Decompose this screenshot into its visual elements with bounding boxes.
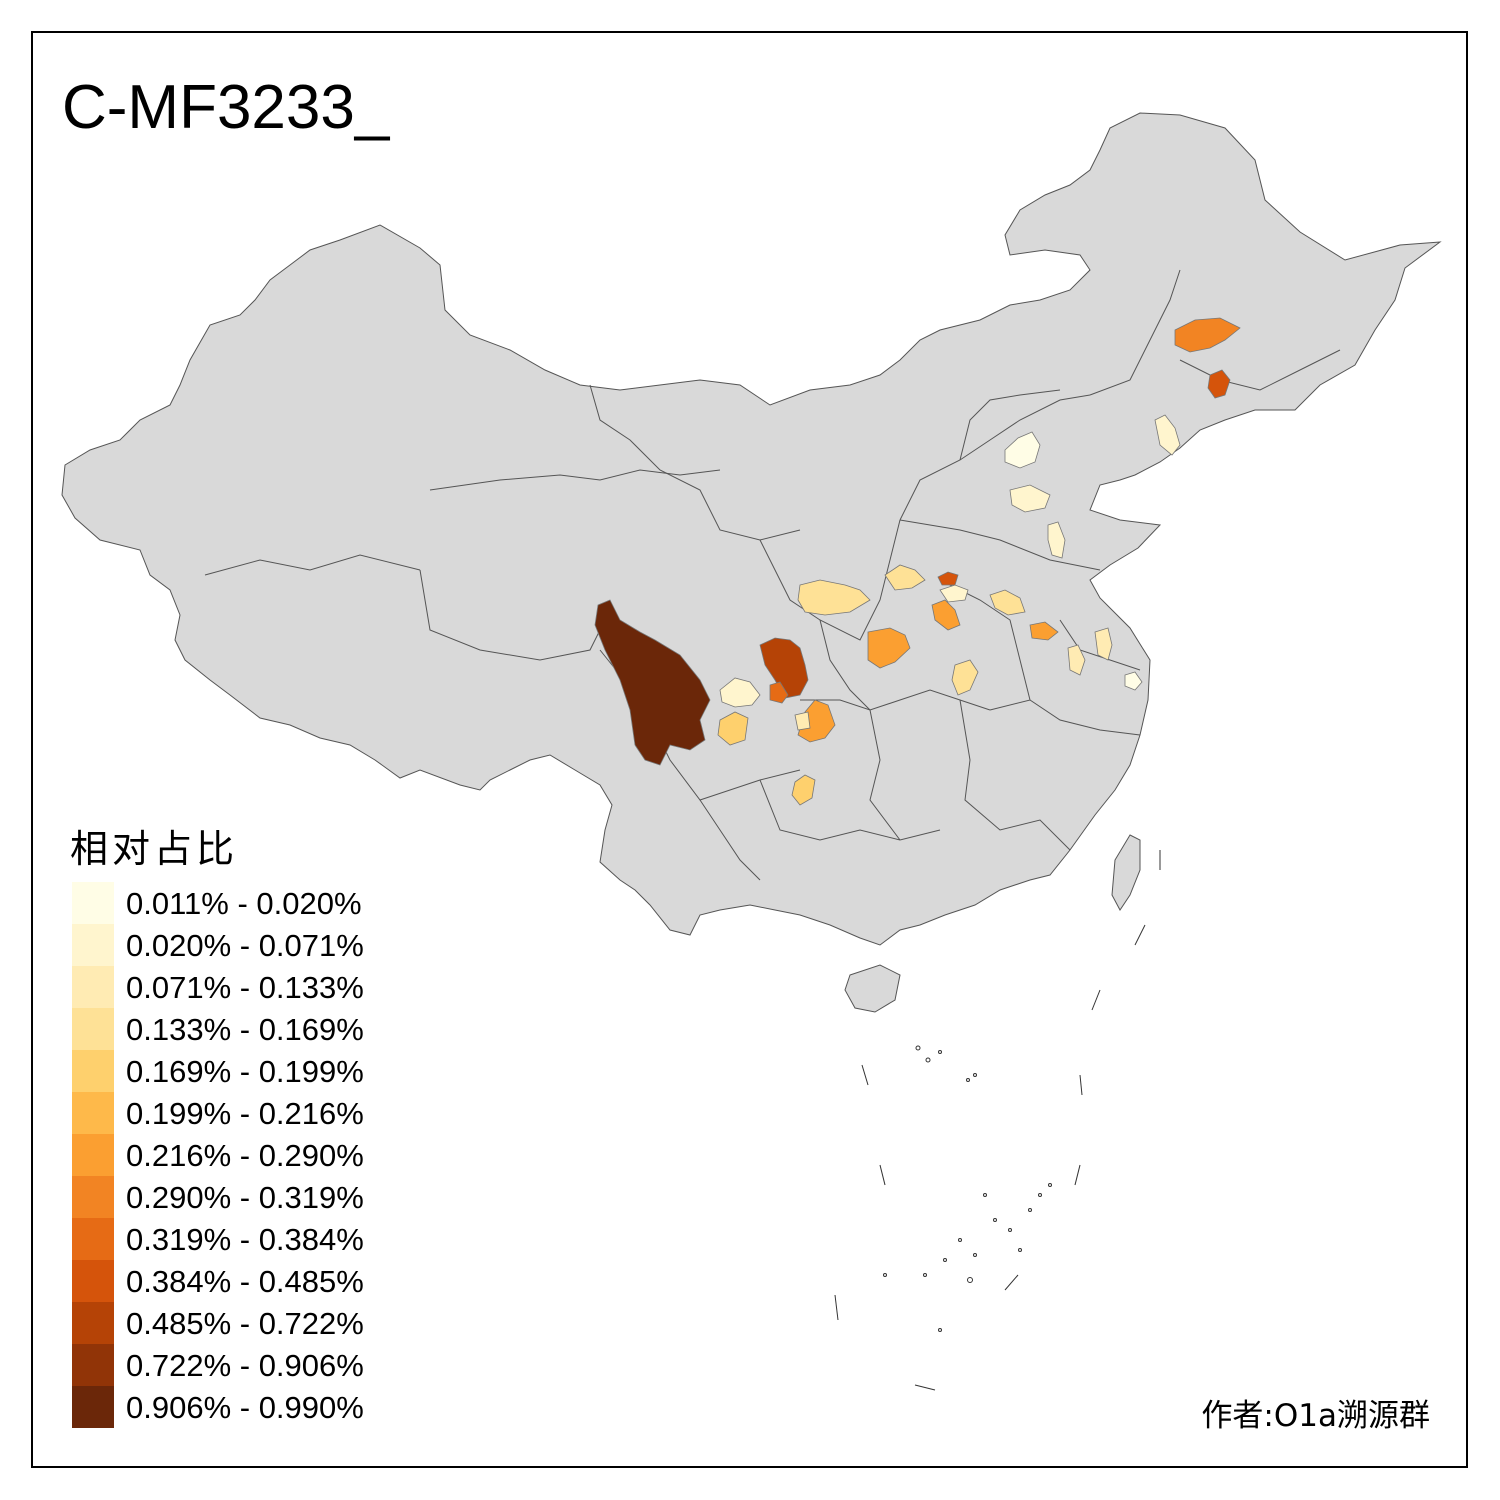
- legend-swatch: [72, 1008, 114, 1050]
- legend-label: 0.133% - 0.169%: [126, 1012, 364, 1047]
- region-shijiazhuang: [1009, 484, 1051, 513]
- region-chongqing-small: [794, 711, 811, 731]
- legend-swatch: [72, 1260, 114, 1302]
- legend-label: 0.216% - 0.290%: [126, 1138, 364, 1173]
- region-shenyang: [1154, 414, 1181, 456]
- legend-swatch: [72, 1218, 114, 1260]
- legend-swatch: [72, 882, 114, 924]
- region-chengdu: [719, 677, 761, 708]
- region-luoyang-dark: [937, 571, 959, 586]
- legend-label: 0.011% - 0.020%: [126, 886, 362, 921]
- region-hefei: [1067, 644, 1086, 676]
- legend-swatch: [72, 1134, 114, 1176]
- legend-label: 0.020% - 0.071%: [126, 928, 364, 963]
- region-nanchong: [769, 681, 789, 704]
- legend-label: 0.485% - 0.722%: [126, 1306, 364, 1341]
- region-beijing: [1004, 431, 1041, 469]
- region-pingdingshan: [939, 584, 969, 603]
- region-ankang: [867, 627, 911, 669]
- region-ganzi: [594, 599, 711, 766]
- south-china-sea-islands: [834, 850, 1161, 1391]
- map-title: C-MF3233_: [62, 73, 390, 142]
- highlighted-prefectures: [594, 317, 1241, 806]
- legend-swatch: [72, 1092, 114, 1134]
- region-chongqing: [797, 699, 836, 743]
- region-fuyang: [1029, 621, 1059, 641]
- china-landmass: [61, 112, 1442, 946]
- legend-label: 0.722% - 0.906%: [126, 1348, 364, 1383]
- legend-label: 0.290% - 0.319%: [126, 1180, 364, 1215]
- legend-swatch: [72, 924, 114, 966]
- region-shanghai: [1124, 671, 1143, 691]
- region-xiangyang: [951, 659, 979, 696]
- region-hanzhong: [797, 579, 871, 616]
- hainan-island: [844, 964, 901, 1013]
- legend-swatch: [72, 1176, 114, 1218]
- legend-swatch: [72, 1386, 114, 1428]
- region-guizhou: [791, 774, 816, 806]
- region-xian: [884, 564, 926, 591]
- taiwan-island: [1111, 834, 1141, 911]
- author-credit: 作者:O1a溯源群: [1201, 1398, 1430, 1434]
- region-zhoukou: [989, 589, 1026, 616]
- region-huaian: [1094, 627, 1113, 661]
- region-jinan: [1047, 521, 1066, 559]
- region-changchun: [1174, 317, 1241, 353]
- legend-swatch: [72, 1344, 114, 1386]
- region-nanyang: [931, 599, 961, 631]
- region-guangyuan: [759, 637, 809, 699]
- legend-swatch: [72, 1050, 114, 1092]
- legend-label: 0.169% - 0.199%: [126, 1054, 364, 1089]
- legend-label: 0.906% - 0.990%: [126, 1390, 364, 1425]
- map-frame: [31, 31, 1468, 1468]
- legend-label: 0.199% - 0.216%: [126, 1096, 364, 1131]
- legend-swatch: [72, 966, 114, 1008]
- region-jilin-dark: [1207, 369, 1231, 399]
- province-borders: [204, 269, 1341, 881]
- legend-label: 0.319% - 0.384%: [126, 1222, 364, 1257]
- legend-label: 0.384% - 0.485%: [126, 1264, 364, 1299]
- region-yaan: [717, 711, 749, 746]
- legend-title: 相对占比: [70, 827, 239, 871]
- legend-label: 0.071% - 0.133%: [126, 970, 364, 1005]
- legend-swatch: [72, 1302, 114, 1344]
